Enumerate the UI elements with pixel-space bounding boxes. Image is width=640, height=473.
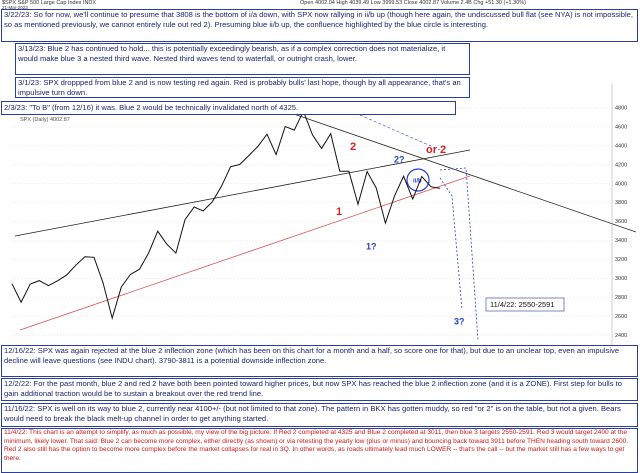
note: 3/13/23: Blue 2 has continued to hold...… (15, 43, 470, 75)
wave-label: or 2 (426, 144, 446, 156)
y-tick-label: 4400 (615, 143, 627, 149)
y-tick-label: 4200 (615, 162, 627, 168)
y-tick-label: 3200 (615, 257, 627, 263)
y-tick-label: 4000 (615, 181, 627, 187)
black-channel-line (287, 111, 637, 233)
y-tick-label: 3000 (615, 276, 627, 282)
price-line (11, 109, 441, 320)
black-channel-line (14, 149, 471, 237)
wave-label: 1 (336, 206, 342, 218)
note: 12/2/22: For the past month, blue 2 and … (1, 378, 638, 401)
y-tick-label: 3600 (615, 219, 627, 225)
y-tick-label: 3800 (615, 200, 627, 206)
target-box (485, 297, 565, 312)
note: 11/4/22: This chart is an attempt to sim… (1, 428, 638, 473)
wave-label: 2 (350, 141, 356, 153)
note: 3/1/23: SPX droppped from blue 2 and is … (15, 77, 470, 98)
y-tick-label: 2400 (615, 333, 627, 339)
stats: Open 4002.04 High 4039.49 Low 3999.53 Cl… (300, 0, 526, 6)
blue-dashed-line (359, 114, 441, 151)
wave-label: 3? (454, 316, 465, 326)
drawn-lines (14, 111, 637, 341)
target-label: 11/4/22: 2550-2591 (490, 300, 555, 309)
wave-label: 2? (394, 154, 405, 164)
wave-label: 1? (366, 241, 377, 251)
y-tick-label: 4800 (615, 105, 627, 111)
wave-label: ii/b (413, 179, 422, 185)
symbol: $SPX S&P 500 Large Cap Index INDX (2, 0, 97, 6)
legend: SPX (Daily) 4002.87 (20, 117, 70, 123)
note: 3/22/23: So for now, we'll continue to p… (1, 9, 638, 42)
note: 12/16/22: SPX was again rejected at the … (1, 345, 638, 377)
note: 2/3/23: "To B" (from 12/16) it was. Blue… (1, 101, 456, 115)
red-trend-line (19, 175, 471, 331)
blue-circle (406, 168, 430, 192)
date: 21-Mar-2023 (2, 5, 28, 10)
blue-projection (439, 177, 463, 311)
y-tick-label: 3400 (615, 238, 627, 244)
y-tick-label: 4600 (615, 124, 627, 130)
note: 11/16/22: SPX is well on its way to blue… (1, 403, 638, 427)
y-tick-label: 2800 (615, 295, 627, 301)
red-projection (439, 167, 479, 341)
y-tick-label: 2600 (615, 314, 627, 320)
